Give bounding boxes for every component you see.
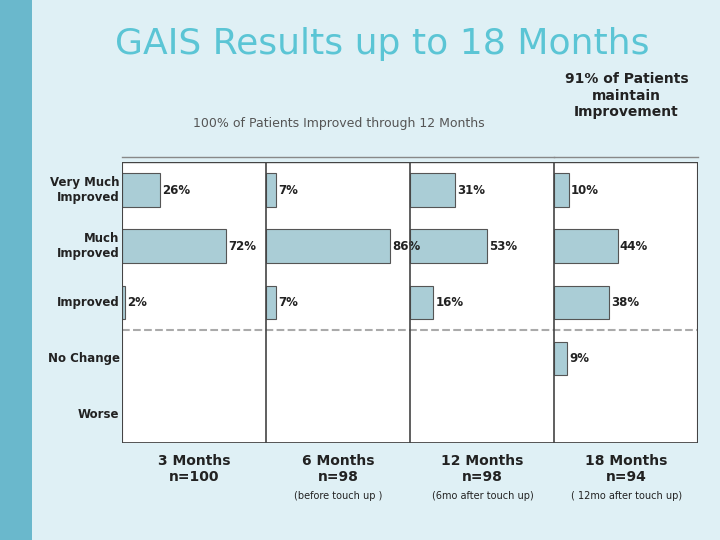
Bar <box>554 173 569 207</box>
Text: Worse: Worse <box>78 408 120 421</box>
Text: 53%: 53% <box>489 240 517 253</box>
Text: (before touch up ): (before touch up ) <box>294 491 382 502</box>
Text: No Change: No Change <box>48 352 120 365</box>
Text: 18 Months
n=94: 18 Months n=94 <box>585 454 667 484</box>
Text: 38%: 38% <box>611 296 639 309</box>
Text: 100% of Patients Improved through 12 Months: 100% of Patients Improved through 12 Mon… <box>192 117 485 130</box>
Text: 26%: 26% <box>162 184 190 197</box>
Text: 72%: 72% <box>228 240 256 253</box>
Text: 86%: 86% <box>392 240 420 253</box>
Text: 31%: 31% <box>457 184 485 197</box>
Text: 6 Months
n=98: 6 Months n=98 <box>302 454 374 484</box>
Bar <box>410 173 455 207</box>
Text: 9%: 9% <box>570 352 590 365</box>
Bar <box>266 173 276 207</box>
Bar <box>410 286 433 319</box>
Bar <box>410 230 487 263</box>
Text: 7%: 7% <box>279 296 299 309</box>
Text: Improved: Improved <box>57 296 120 309</box>
Text: Very Much
Improved: Very Much Improved <box>50 176 120 204</box>
Text: (6mo after touch up): (6mo after touch up) <box>431 491 534 502</box>
Text: ( 12mo after touch up): ( 12mo after touch up) <box>571 491 682 502</box>
Text: 2%: 2% <box>127 296 148 309</box>
Bar <box>266 286 276 319</box>
Text: Much
Improved: Much Improved <box>57 232 120 260</box>
Bar <box>554 286 609 319</box>
Text: 3 Months
n=100: 3 Months n=100 <box>158 454 230 484</box>
Text: 10%: 10% <box>571 184 599 197</box>
Text: 12 Months
n=98: 12 Months n=98 <box>441 454 523 484</box>
Bar <box>554 230 618 263</box>
Bar <box>122 286 125 319</box>
Text: 44%: 44% <box>620 240 648 253</box>
Bar <box>122 230 226 263</box>
Bar <box>122 173 160 207</box>
Text: 16%: 16% <box>436 296 464 309</box>
Bar <box>266 230 390 263</box>
Text: 7%: 7% <box>279 184 299 197</box>
Bar <box>554 342 567 375</box>
Text: 91% of Patients
maintain
Improvement: 91% of Patients maintain Improvement <box>564 72 688 119</box>
Text: GAIS Results up to 18 Months: GAIS Results up to 18 Months <box>115 27 649 61</box>
